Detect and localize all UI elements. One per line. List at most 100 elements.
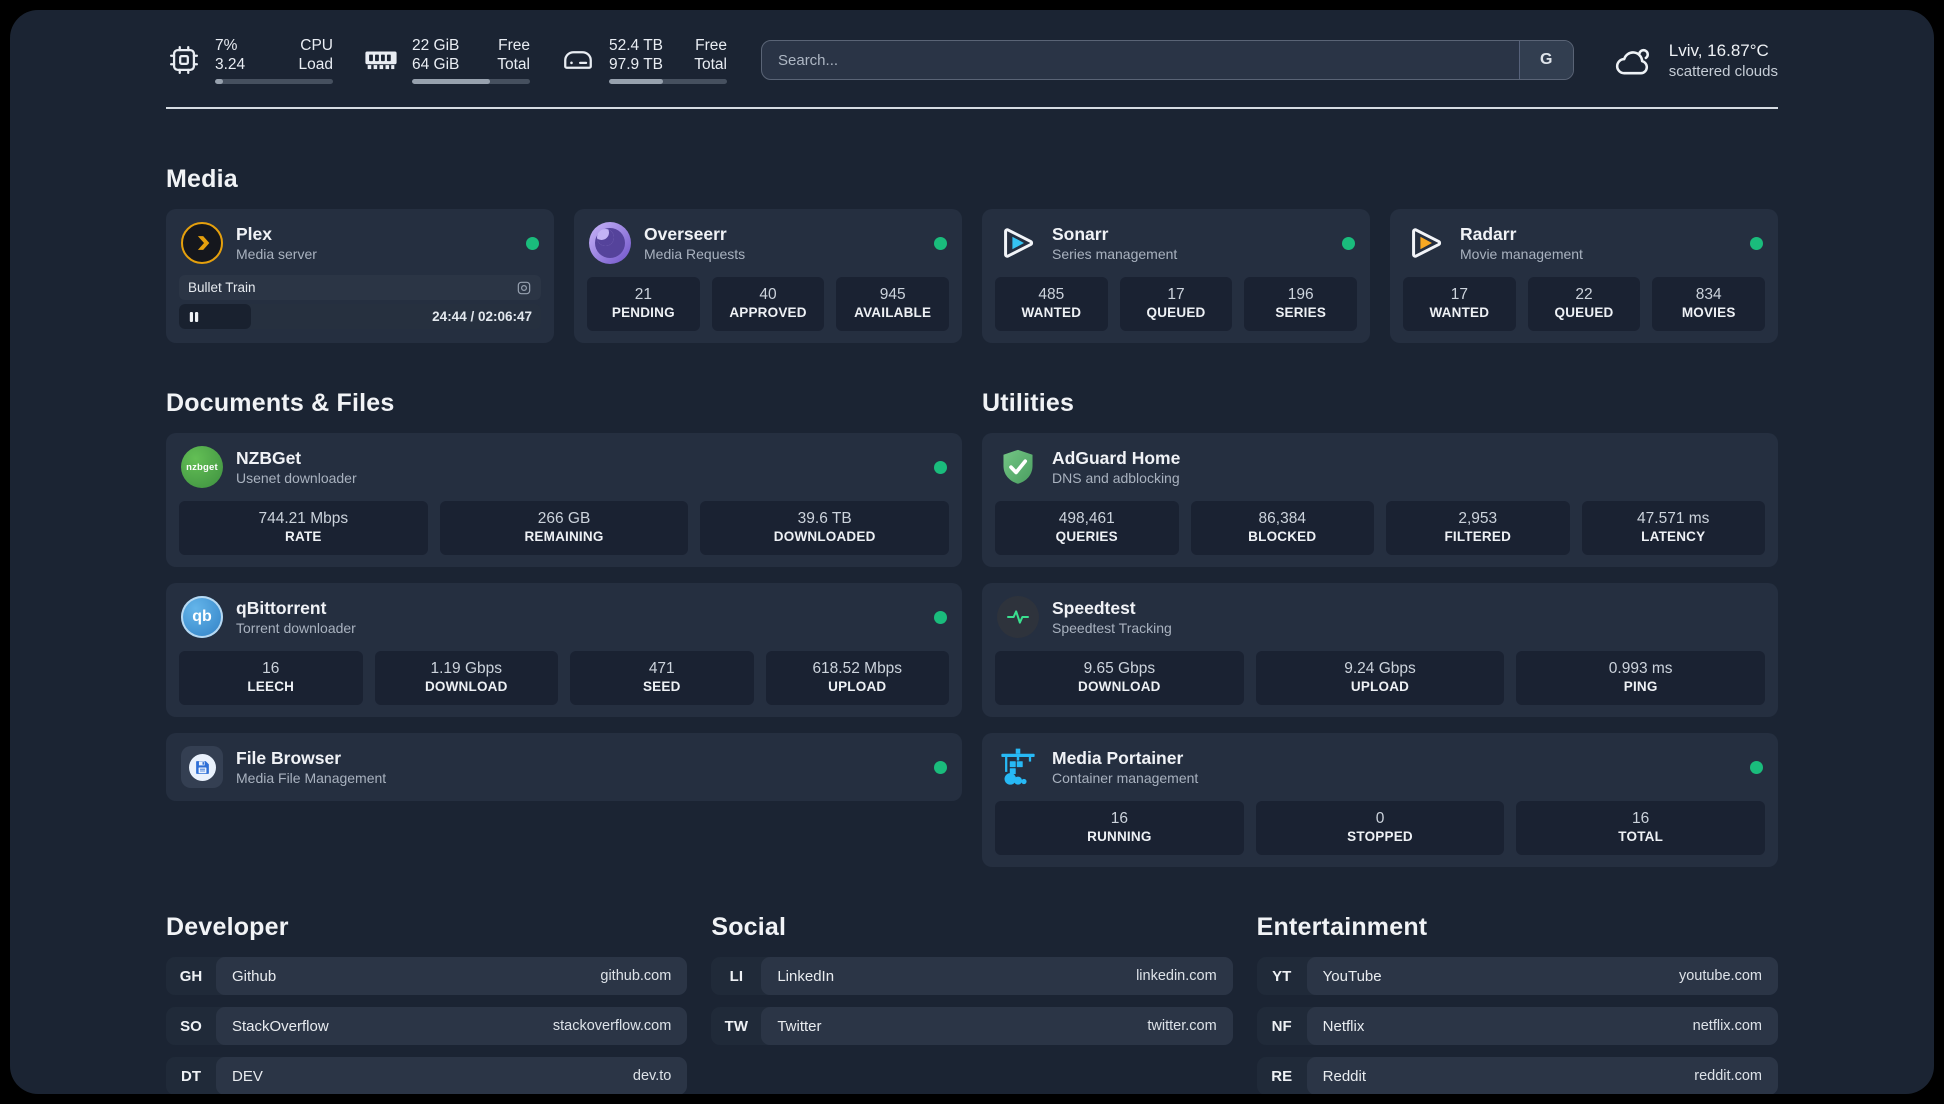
bookmark-github[interactable]: GH Github github.com — [166, 957, 688, 995]
stat-ping: 0.993 ms PING — [1516, 651, 1766, 705]
overseerr-icon — [589, 222, 631, 264]
cpu-label: CPU — [300, 37, 333, 54]
disk-total-label: Total — [694, 56, 727, 73]
app-card-speedtest[interactable]: Speedtest Speedtest Tracking 9.65 Gbps DO… — [982, 583, 1778, 717]
bookmark-netflix[interactable]: NF Netflix netflix.com — [1256, 1007, 1778, 1045]
stat-remaining: 266 GB REMAINING — [439, 501, 689, 555]
app-card-qbittorrent[interactable]: qb qBittorrent Torrent downloader 16 LEEC… — [166, 583, 962, 717]
section-media: Media Plex Media server Bullet Train — [166, 165, 1778, 343]
memory-free: 22 GiB — [412, 37, 460, 54]
app-card-portainer[interactable]: Media Portainer Container management 16 R… — [982, 733, 1778, 867]
weather-widget: Lviv, 16.87°C scattered clouds — [1612, 40, 1778, 81]
app-card-sonarr[interactable]: Sonarr Series management 485 WANTED 17 QUE… — [982, 209, 1370, 343]
weather-location-temp: Lviv, 16.87°C — [1668, 40, 1769, 60]
stat-approved: 40 APPROVED — [711, 277, 825, 331]
radarr-icon — [1405, 222, 1447, 264]
disk-total: 97.9 TB — [609, 56, 664, 73]
status-online-dot — [934, 236, 947, 250]
sonarr-icon — [997, 222, 1039, 264]
header-divider — [166, 107, 1778, 109]
app-description: Series management — [1052, 246, 1178, 262]
stat-queued: 22 QUEUED — [1527, 277, 1641, 331]
app-name: Plex — [236, 224, 272, 244]
bookmark-url: stackoverflow.com — [552, 1018, 672, 1034]
portainer-icon — [997, 746, 1039, 788]
section-title-utilities: Utilities — [982, 389, 1075, 417]
bookmark-tag: GH — [179, 967, 203, 985]
app-description: Container management — [1052, 770, 1199, 786]
stat-series: 196 SERIES — [1244, 277, 1358, 331]
video-type-icon — [517, 281, 531, 294]
stat-download: 9.65 Gbps DOWNLOAD — [995, 651, 1244, 705]
app-card-adguard[interactable]: AdGuard Home DNS and adblocking 498,461 Q… — [982, 433, 1778, 567]
bookmark-dev[interactable]: DT DEV dev.to — [166, 1057, 688, 1094]
status-online-dot — [1750, 760, 1763, 774]
bookmark-reddit[interactable]: RE Reddit reddit.com — [1256, 1057, 1778, 1094]
cpu-icon — [166, 42, 202, 78]
ram-icon — [363, 42, 399, 78]
app-card-radarr[interactable]: Radarr Movie management 17 WANTED 22 QUEUE… — [1390, 209, 1778, 343]
app-card-filebrowser[interactable]: File Browser Media File Management — [166, 733, 962, 801]
disk-free: 52.4 TB — [609, 37, 664, 54]
bookmark-tag: TW — [724, 1017, 748, 1035]
section-developer: Developer GH Github github.com SO StackOv… — [166, 913, 688, 1094]
speedtest-icon — [997, 596, 1039, 638]
search-provider-button[interactable]: G — [1518, 41, 1573, 79]
qbittorrent-icon: qb — [181, 596, 223, 638]
app-description: Media server — [236, 246, 317, 262]
stat-queries: 498,461 QUERIES — [995, 501, 1179, 555]
app-description: DNS and adblocking — [1052, 470, 1180, 486]
stat-latency: 47.571 ms LATENCY — [1581, 501, 1765, 555]
bookmark-linkedin[interactable]: LI LinkedIn linkedin.com — [711, 957, 1233, 995]
stat-wanted: 17 WANTED — [1403, 277, 1516, 331]
bookmark-url: twitter.com — [1147, 1018, 1217, 1034]
bookmark-name: Netflix — [1322, 1017, 1365, 1035]
status-online-dot — [934, 760, 947, 774]
bookmark-url: dev.to — [632, 1068, 672, 1084]
section-title-documents: Documents & Files — [166, 389, 395, 417]
app-name: Media Portainer — [1052, 748, 1184, 768]
bookmark-url: linkedin.com — [1136, 968, 1217, 984]
bookmark-twitter[interactable]: TW Twitter twitter.com — [711, 1007, 1233, 1045]
stat-seed: 471 SEED — [570, 651, 754, 705]
search-input[interactable] — [761, 40, 1574, 80]
stat-rate: 744.21 Mbps RATE — [179, 501, 428, 555]
bookmark-name: Reddit — [1322, 1067, 1367, 1085]
stat-movies: 834 MOVIES — [1652, 277, 1766, 331]
app-name: qBittorrent — [236, 598, 327, 618]
app-name: File Browser — [236, 748, 342, 768]
stat-stopped: 0 STOPPED — [1255, 801, 1505, 855]
bookmark-name: Twitter — [777, 1017, 822, 1035]
stat-pending: 21 PENDING — [587, 277, 700, 331]
section-title-media: Media — [166, 165, 238, 193]
app-name: Overseerr — [644, 224, 727, 244]
search-bar: G — [761, 40, 1574, 80]
memory-progress-bar — [412, 79, 530, 84]
status-online-dot — [934, 460, 947, 474]
bookmark-tag: YT — [1272, 967, 1292, 985]
disk-metric: 52.4 TB 97.9 TB Free Total — [560, 36, 727, 84]
dashboard-panel: 7% 3.24 CPU Load — [10, 10, 1934, 1094]
bookmark-stackoverflow[interactable]: SO StackOverflow stackoverflow.com — [166, 1007, 688, 1045]
playback-progress-bar: 24:44 / 02:06:47 — [179, 304, 541, 329]
cpu-usage: 7% — [215, 37, 238, 54]
system-metrics: 7% 3.24 CPU Load — [166, 36, 727, 84]
bookmark-youtube[interactable]: YT YouTube youtube.com — [1256, 957, 1778, 995]
bookmark-url: netflix.com — [1692, 1018, 1762, 1034]
playback-time: 24:44 / 02:06:47 — [432, 309, 532, 324]
bookmark-name: Github — [232, 967, 277, 985]
now-playing-title-bar: Bullet Train — [179, 275, 541, 300]
stat-upload: 618.52 Mbps UPLOAD — [765, 651, 949, 705]
bookmark-tag: DT — [181, 1067, 201, 1085]
app-card-nzbget[interactable]: nzbget NZBGet Usenet downloader 744.21 M… — [166, 433, 962, 567]
cpu-progress-bar — [215, 79, 333, 84]
app-card-overseerr[interactable]: Overseerr Media Requests 21 PENDING 40 APP… — [574, 209, 962, 343]
bookmark-url: reddit.com — [1694, 1068, 1762, 1084]
bookmark-name: DEV — [232, 1067, 263, 1085]
bookmark-tag: SO — [180, 1017, 202, 1035]
app-name: Radarr — [1460, 224, 1517, 244]
section-title-social: Social — [711, 913, 787, 941]
app-description: Movie management — [1460, 246, 1583, 262]
section-entertainment: Entertainment YT YouTube youtube.com NF N… — [1256, 913, 1778, 1094]
app-card-plex[interactable]: Plex Media server Bullet Train — [166, 209, 554, 343]
